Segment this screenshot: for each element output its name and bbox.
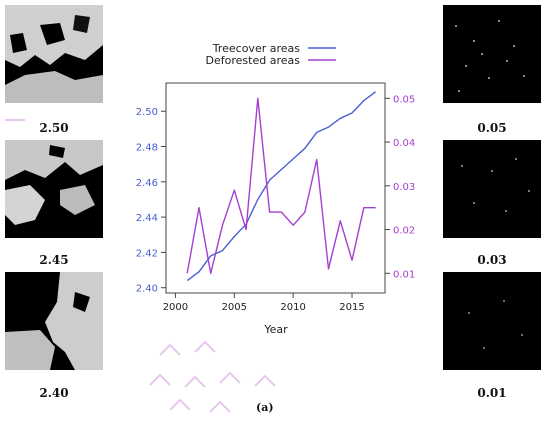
thumbnail-label-0.05: 0.05 bbox=[477, 121, 507, 135]
thumbnail-label-0.03: 0.03 bbox=[477, 253, 507, 267]
y-left-tick-label: 2.48 bbox=[136, 143, 158, 154]
x-tick-label: 2015 bbox=[339, 302, 364, 313]
thumbnail-label-0.01: 0.01 bbox=[477, 386, 507, 400]
thumbnail-label-2.45: 2.45 bbox=[39, 253, 69, 267]
x-axis: 2000 2005 2010 2015 bbox=[163, 293, 365, 313]
series-line-deforested bbox=[186, 97, 376, 274]
y-left-tick-label: 2.46 bbox=[136, 178, 158, 189]
y-right-tick-label: 0.04 bbox=[393, 138, 415, 149]
x-tick-label: 2000 bbox=[163, 302, 188, 313]
x-tick-label: 2010 bbox=[280, 302, 305, 313]
deforested-map-image bbox=[443, 272, 541, 370]
y-right-tick-label: 0.05 bbox=[393, 94, 415, 105]
y-right-tick-label: 0.01 bbox=[393, 269, 415, 280]
y-left-tick-label: 2.40 bbox=[136, 284, 158, 295]
thumbnail-deforested-0.01 bbox=[443, 272, 541, 370]
legend-label-deforested: Deforested areas bbox=[206, 54, 301, 67]
legend: Treecover areas Deforested areas bbox=[206, 42, 336, 67]
thumbnail-treecover-2.40 bbox=[5, 272, 103, 370]
thumbnail-deforested-0.05 bbox=[443, 5, 541, 103]
y-right-tick-label: 0.02 bbox=[393, 226, 415, 237]
treecover-map-image bbox=[5, 140, 103, 238]
thumbnail-treecover-2.45 bbox=[5, 140, 103, 238]
thumbnail-label-2.50: 2.50 bbox=[39, 121, 69, 135]
series-line-treecover bbox=[186, 91, 377, 282]
treecover-map-image bbox=[5, 272, 103, 370]
legend-label-treecover: Treecover areas bbox=[212, 42, 301, 55]
thumbnail-deforested-0.03 bbox=[443, 140, 541, 238]
treecover-map-image bbox=[5, 5, 103, 103]
y-axis-right: 0.01 0.02 0.03 0.04 0.05 bbox=[385, 94, 415, 280]
y-left-tick-label: 2.44 bbox=[136, 213, 158, 224]
x-axis-label: Year bbox=[263, 323, 288, 336]
thumbnail-treecover-2.50 bbox=[5, 5, 103, 103]
deforested-map-image bbox=[443, 140, 541, 238]
x-tick-label: 2005 bbox=[222, 302, 247, 313]
deforested-map-image bbox=[443, 5, 541, 103]
y-left-tick-label: 2.50 bbox=[136, 107, 158, 118]
y-right-tick-label: 0.03 bbox=[393, 182, 415, 193]
y-left-tick-label: 2.42 bbox=[136, 248, 158, 259]
y-axis-left: 2.40 2.42 2.44 2.46 2.48 2.50 bbox=[136, 107, 166, 295]
thumbnail-label-2.40: 2.40 bbox=[39, 386, 69, 400]
figure-caption: (a) bbox=[256, 401, 274, 414]
plot-area-frame bbox=[165, 82, 386, 294]
